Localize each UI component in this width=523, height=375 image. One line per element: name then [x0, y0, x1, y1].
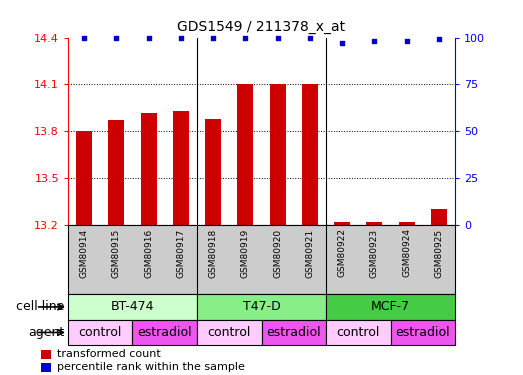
- Point: [112, 34, 120, 40]
- Point: [144, 34, 153, 40]
- Text: estradiol: estradiol: [266, 326, 321, 339]
- Text: percentile rank within the sample: percentile rank within the sample: [56, 362, 245, 372]
- Text: GSM80915: GSM80915: [112, 228, 121, 278]
- Point: [403, 38, 411, 44]
- Text: cell line: cell line: [16, 300, 65, 313]
- Text: GSM80917: GSM80917: [176, 228, 185, 278]
- Point: [435, 36, 443, 42]
- Bar: [262, 320, 326, 345]
- Bar: [326, 294, 455, 320]
- Bar: [197, 294, 326, 320]
- Bar: [76, 131, 92, 225]
- Text: GSM80921: GSM80921: [305, 228, 314, 278]
- Point: [338, 40, 346, 46]
- Point: [80, 34, 88, 40]
- Title: GDS1549 / 211378_x_at: GDS1549 / 211378_x_at: [177, 20, 346, 34]
- Point: [241, 34, 249, 40]
- Bar: [41, 350, 51, 358]
- Bar: [197, 320, 262, 345]
- Bar: [334, 222, 350, 225]
- Bar: [302, 84, 318, 225]
- Text: GSM80925: GSM80925: [435, 228, 444, 278]
- Bar: [366, 222, 382, 225]
- Text: control: control: [337, 326, 380, 339]
- Text: GSM80916: GSM80916: [144, 228, 153, 278]
- Bar: [141, 112, 157, 225]
- Bar: [68, 294, 197, 320]
- Text: GSM80919: GSM80919: [241, 228, 250, 278]
- Bar: [108, 120, 124, 225]
- Bar: [269, 84, 286, 225]
- Text: GSM80922: GSM80922: [338, 228, 347, 278]
- Text: transformed count: transformed count: [56, 349, 161, 359]
- Text: BT-474: BT-474: [111, 300, 154, 313]
- Text: control: control: [208, 326, 251, 339]
- Text: MCF-7: MCF-7: [371, 300, 410, 313]
- Bar: [173, 111, 189, 225]
- Text: GSM80914: GSM80914: [79, 228, 88, 278]
- Text: GSM80918: GSM80918: [209, 228, 218, 278]
- Text: control: control: [78, 326, 122, 339]
- Point: [370, 38, 379, 44]
- Point: [209, 34, 218, 40]
- Text: GSM80923: GSM80923: [370, 228, 379, 278]
- Bar: [326, 320, 391, 345]
- Point: [305, 34, 314, 40]
- Bar: [399, 222, 415, 225]
- Text: GSM80920: GSM80920: [273, 228, 282, 278]
- Bar: [205, 119, 221, 225]
- Text: estradiol: estradiol: [395, 326, 450, 339]
- Point: [274, 34, 282, 40]
- Bar: [431, 209, 447, 225]
- Text: GSM80924: GSM80924: [402, 228, 411, 278]
- Bar: [132, 320, 197, 345]
- Text: estradiol: estradiol: [138, 326, 192, 339]
- Bar: [68, 320, 132, 345]
- Bar: [237, 84, 254, 225]
- Bar: [391, 320, 455, 345]
- Point: [177, 34, 185, 40]
- Bar: [41, 363, 51, 372]
- Text: agent: agent: [29, 326, 65, 339]
- Text: T47-D: T47-D: [243, 300, 280, 313]
